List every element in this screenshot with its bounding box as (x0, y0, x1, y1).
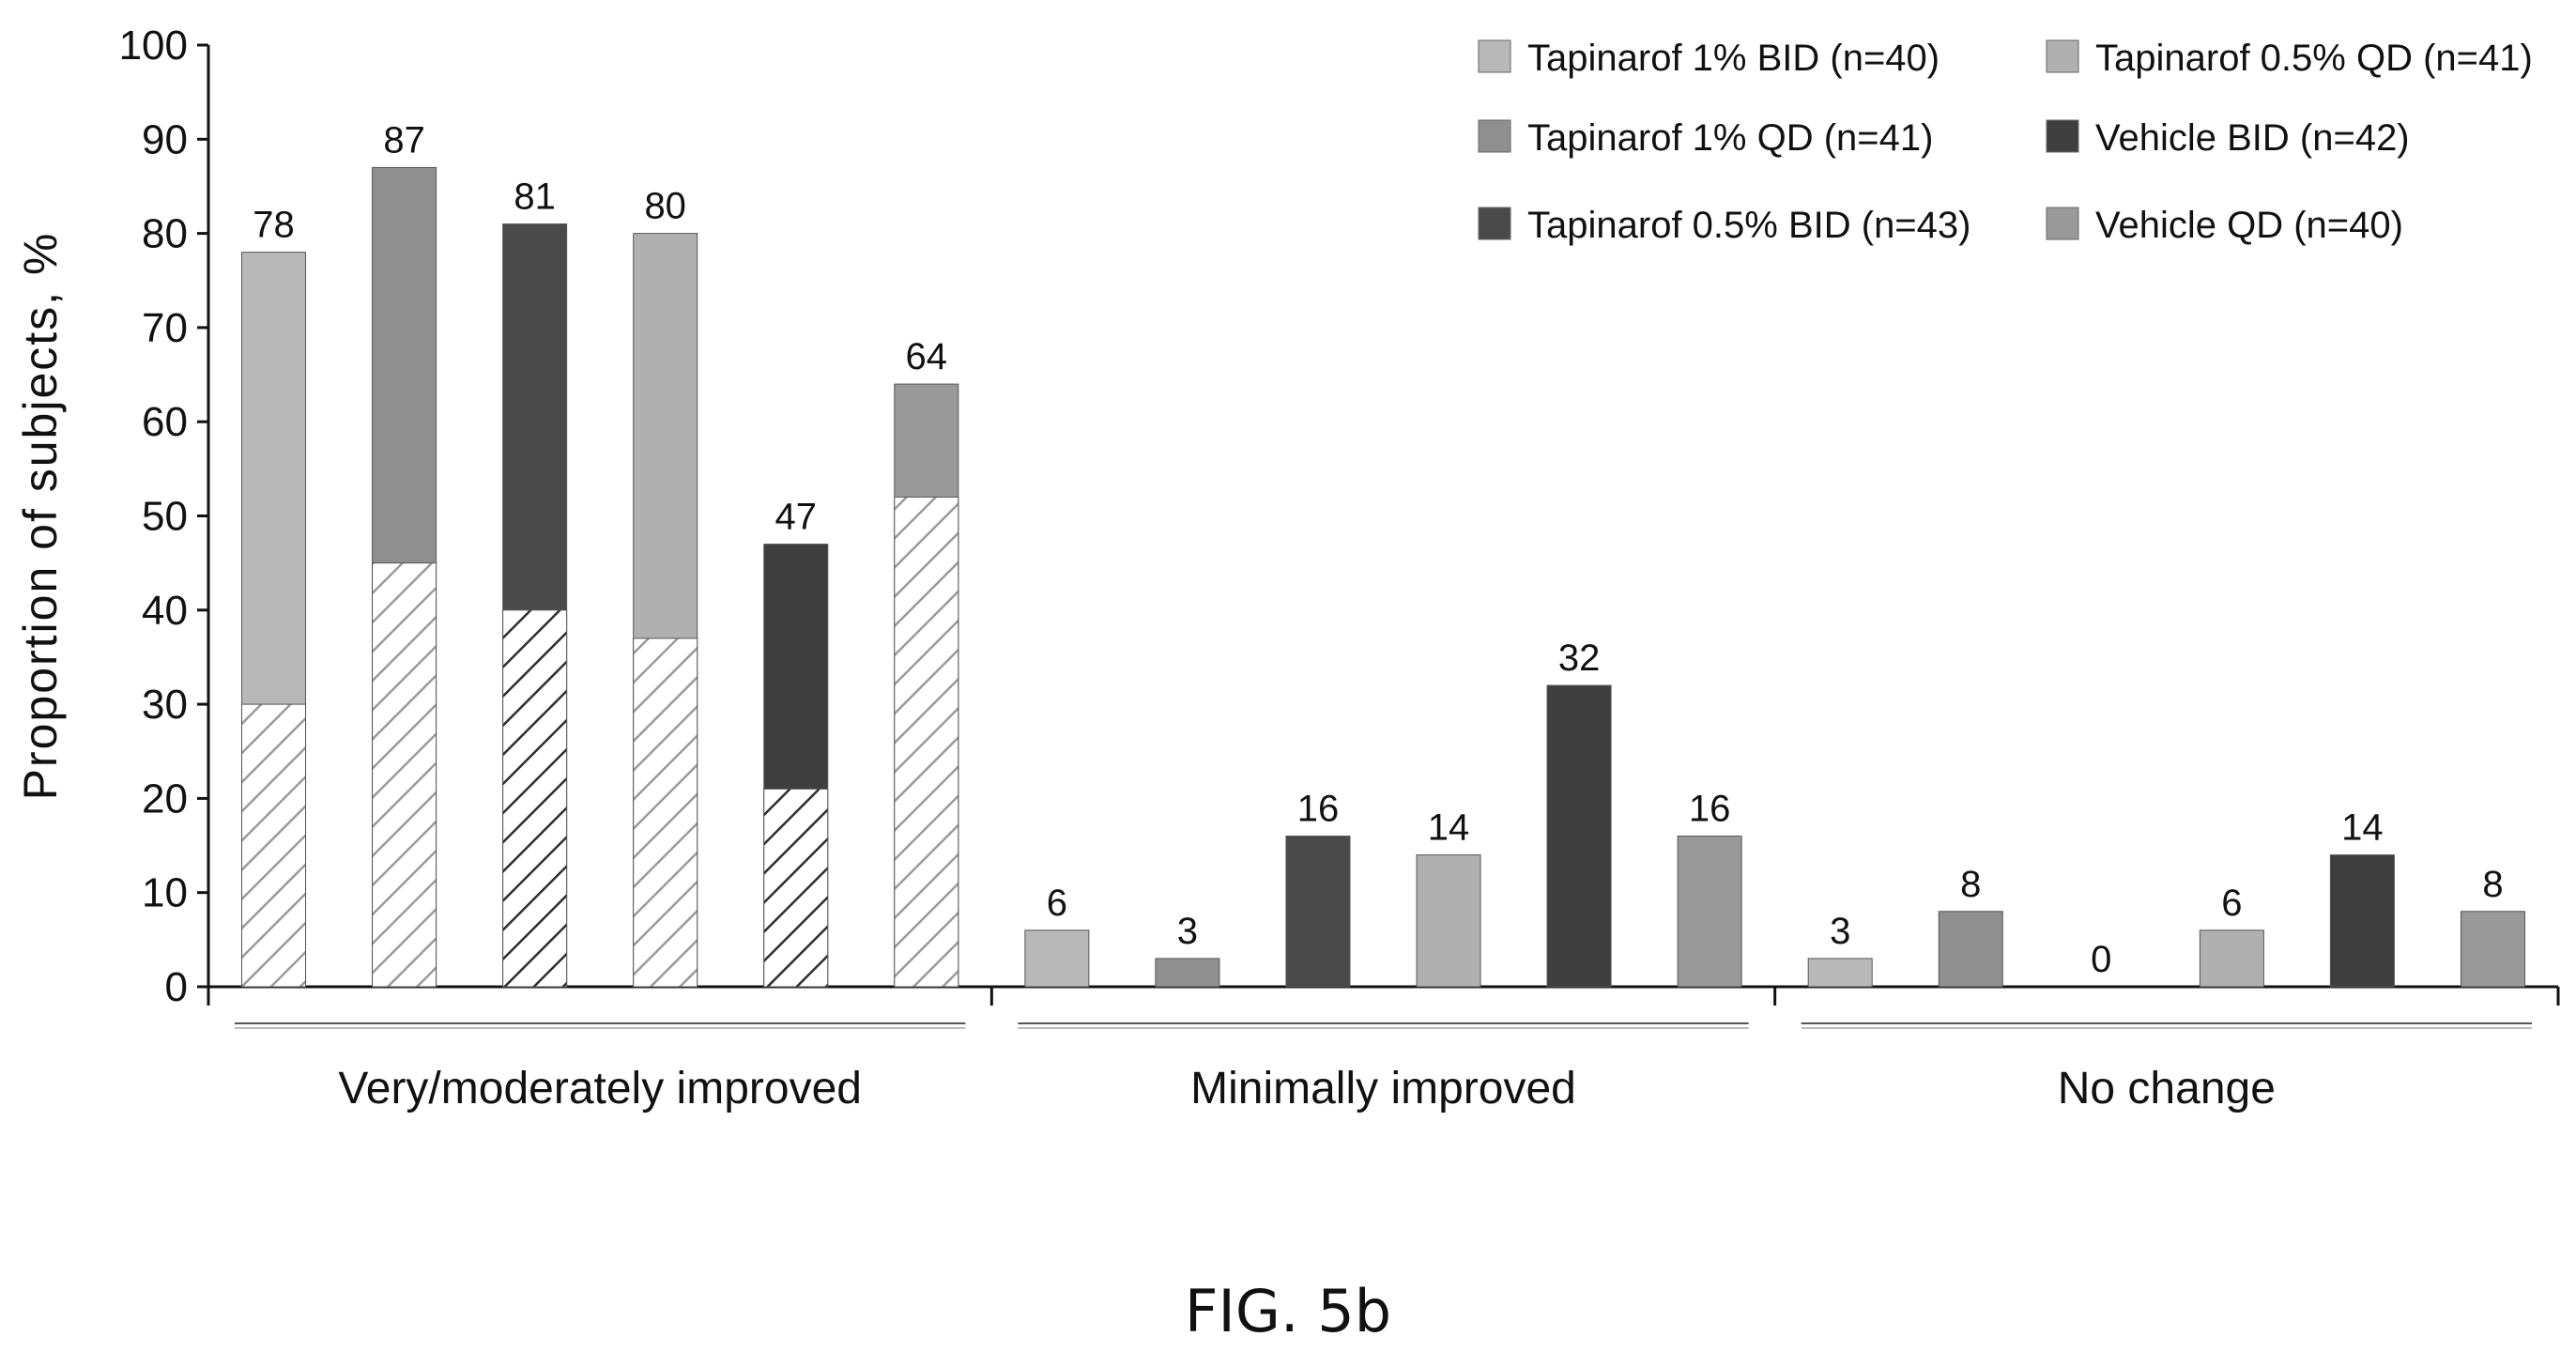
legend-entry: Tapinarof 0.5% BID (n=43) (1527, 205, 1970, 246)
data-label: 3 (1177, 911, 1198, 952)
y-tick-label: 20 (142, 776, 188, 822)
data-label: 14 (1428, 807, 1470, 849)
data-label: 8 (2482, 864, 2503, 905)
bar (1155, 958, 1220, 988)
data-label: 6 (1047, 883, 1067, 924)
legend-entry: Vehicle QD (n=40) (2095, 205, 2403, 246)
y-tick-label: 100 (119, 23, 188, 69)
data-label: 64 (906, 336, 948, 377)
legend-entry: Tapinarof 0.5% QD (n=41) (2095, 38, 2533, 79)
bar (1416, 854, 1481, 988)
legend: Tapinarof 1% BID (n=40) Tapinarof 0.5% QD… (1478, 38, 2533, 246)
data-label: 87 (383, 119, 425, 161)
bar-hatched-segment (372, 562, 437, 988)
data-label: 8 (1960, 864, 1981, 905)
legend-swatch (1478, 207, 1511, 240)
legend-swatch (2046, 119, 2079, 153)
legend-swatch (1478, 39, 1511, 73)
data-label: 80 (644, 186, 686, 227)
bar (1807, 958, 1873, 988)
data-label: 47 (775, 497, 818, 538)
legend-entry: Tapinarof 1% QD (n=41) (1527, 117, 1933, 159)
bars (241, 166, 2525, 988)
legend-swatch (1478, 119, 1511, 153)
data-label: 78 (253, 205, 295, 246)
bar (2460, 911, 2525, 988)
bar-hatched-segment (633, 637, 698, 988)
data-label: 6 (2221, 883, 2242, 924)
y-tick-label: 0 (165, 964, 188, 1010)
data-label: 16 (1297, 789, 1340, 830)
bar-hatched-segment (241, 703, 307, 988)
data-label: 14 (2341, 807, 2384, 849)
category-label: Very/moderately improved (338, 1064, 862, 1114)
y-tick-label: 90 (142, 116, 188, 162)
figure-caption: FIG. 5b (1184, 1277, 1392, 1345)
bar (1285, 836, 1351, 988)
bar (2329, 854, 2395, 988)
y-tick-label: 50 (142, 494, 188, 540)
legend-entry: Vehicle BID (n=42) (2095, 117, 2410, 159)
data-label: 32 (1558, 637, 1601, 679)
y-tick-label: 30 (142, 682, 188, 728)
legend-swatch (2046, 207, 2079, 240)
bar (1938, 911, 2003, 988)
legend-swatch (2046, 39, 2079, 73)
bar (1677, 836, 1742, 988)
data-label: 0 (2091, 939, 2111, 980)
data-label: 81 (514, 177, 556, 218)
data-label: 3 (1830, 911, 1850, 952)
bar (1024, 929, 1090, 988)
y-tick-label: 70 (142, 305, 188, 351)
bar-hatched-segment (502, 609, 568, 988)
bar-hatched-segment (894, 496, 959, 988)
category-label: No change (2058, 1064, 2276, 1114)
bar (2199, 929, 2264, 988)
data-label: 16 (1689, 789, 1731, 830)
y-axis-title: Proportion of subjects, % (14, 232, 67, 801)
bar (1546, 684, 1612, 988)
y-tick-label: 60 (142, 399, 188, 445)
y-tick-label: 80 (142, 211, 188, 257)
y-tick-label: 10 (142, 870, 188, 916)
legend-entry: Tapinarof 1% BID (n=40) (1527, 38, 1940, 79)
category-label: Minimally improved (1190, 1064, 1576, 1114)
y-tick-label: 40 (142, 588, 188, 634)
bar-hatched-segment (763, 788, 829, 988)
